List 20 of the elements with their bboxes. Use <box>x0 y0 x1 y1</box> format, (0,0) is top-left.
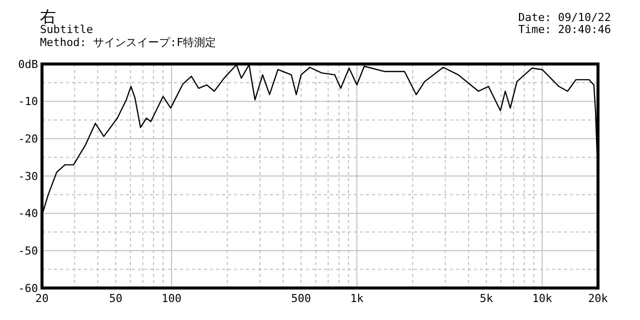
y-tick-label: -30 <box>18 170 38 183</box>
text: Date: 09/10/22 <box>518 11 611 24</box>
x-tick-label: 100 <box>162 292 182 305</box>
y-tick-label: 0dB <box>18 58 38 71</box>
x-tick-label: 20 <box>35 292 49 305</box>
y-tick-label: -20 <box>18 132 38 146</box>
y-tick-label: -50 <box>18 244 38 258</box>
x-tick-label: 50 <box>109 292 122 305</box>
y-tick-label: -10 <box>18 95 38 108</box>
x-tick-label: 10k <box>532 292 553 305</box>
chart-title: 右 <box>40 7 56 26</box>
x-tick-label: 500 <box>291 292 312 305</box>
text: Method: サインスイープ:F特測定 <box>40 36 216 49</box>
y-tick-label: -40 <box>18 207 38 220</box>
x-tick-label: 20k <box>588 292 608 305</box>
y-tick-label: -60 <box>18 282 38 295</box>
x-tick-label: 1k <box>350 292 364 305</box>
chart-subtitle: Subtitle <box>40 23 93 36</box>
x-tick-label: 5k <box>480 292 494 305</box>
text: Time: 20:40:46 <box>518 23 611 36</box>
